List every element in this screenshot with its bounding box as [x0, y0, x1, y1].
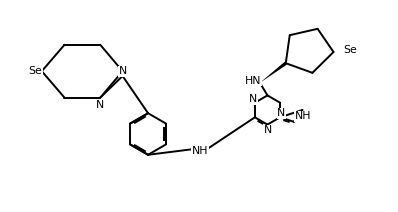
Text: NH: NH: [191, 146, 208, 156]
Text: HN: HN: [244, 76, 261, 86]
Text: Se: Se: [29, 66, 43, 76]
Polygon shape: [260, 62, 287, 83]
Text: NH: NH: [295, 111, 312, 121]
Text: N: N: [264, 125, 272, 135]
Text: Se: Se: [343, 45, 357, 55]
Text: N: N: [119, 66, 127, 76]
Text: N: N: [96, 100, 104, 110]
Text: N: N: [249, 95, 257, 105]
Text: N: N: [277, 108, 285, 118]
